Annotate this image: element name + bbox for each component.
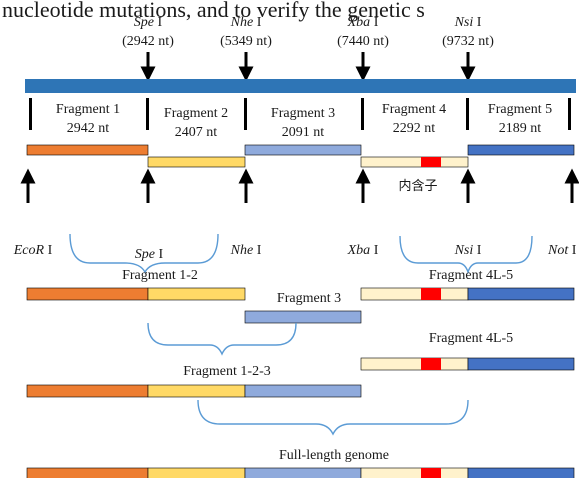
site-suffix: I xyxy=(154,15,163,30)
segment-fragment-4l xyxy=(360,287,469,301)
fragment-3-label: Fragment 3 xyxy=(277,291,341,306)
site-name: Spe xyxy=(134,15,154,30)
fragment-4l-5-bar-b xyxy=(360,357,575,371)
fragment-1-length: 2942 nt xyxy=(67,121,110,136)
site-suffix: I xyxy=(253,15,262,30)
fragment-3-bar xyxy=(244,144,362,156)
top-site-spe: Spe I (2942 nt) xyxy=(122,15,174,82)
fragment-1-bar xyxy=(26,144,149,156)
svg-text:Xba I: Xba I xyxy=(347,15,379,30)
segment-fragment-5 xyxy=(467,357,575,371)
bottom-site-noti: Not I xyxy=(547,243,577,258)
bottom-site-nsii: Nsi I xyxy=(454,243,482,258)
bottom-arrows xyxy=(20,168,579,203)
segment-fragment-2 xyxy=(147,467,246,478)
divider-tick xyxy=(466,98,469,130)
intron-block xyxy=(421,157,441,167)
bottom-site-ecori: EcoR I xyxy=(13,243,53,258)
segment-fragment-2 xyxy=(147,287,246,301)
fragment-4-bar xyxy=(360,156,469,168)
brace-4-5 xyxy=(399,235,533,275)
intron-block xyxy=(421,288,441,300)
top-site-nhe: Nhe I (5349 nt) xyxy=(220,15,272,82)
fragment-3-name: Fragment 3 xyxy=(271,106,335,121)
fragment-3-bar-assembly xyxy=(244,310,362,324)
bottom-site-spei: Spe I xyxy=(135,247,164,262)
site-suffix: I xyxy=(473,15,482,30)
site-name: Nhe xyxy=(230,15,254,30)
fragment-4l-5-label-a: Fragment 4L-5 xyxy=(429,268,513,283)
header-text: nucleotide mutations, and to verify the … xyxy=(2,0,425,22)
intron-block xyxy=(421,358,441,370)
fragment-5-length: 2189 nt xyxy=(499,121,542,136)
segment-fragment-5 xyxy=(467,287,575,301)
site-name: Nsi xyxy=(454,15,474,30)
fragment-1-2-bar xyxy=(26,287,246,301)
fragment-labels: Fragment 1 2942 nt Fragment 2 2407 nt Fr… xyxy=(56,102,552,140)
site-position: (7440 nt) xyxy=(337,34,389,49)
segment-fragment-2 xyxy=(147,384,246,398)
divider-tick xyxy=(361,98,364,130)
site-position: (5349 nt) xyxy=(220,34,272,49)
segment-fragment-1 xyxy=(26,384,149,398)
fragment-2-length: 2407 nt xyxy=(175,125,218,140)
site-name: Xba xyxy=(347,15,371,30)
fragment-1-2-3-label: Fragment 1-2-3 xyxy=(183,364,270,379)
svg-text:Spe I: Spe I xyxy=(134,15,163,30)
fragment-1-name: Fragment 1 xyxy=(56,102,120,117)
brace-1-2 xyxy=(69,233,219,274)
segment-fragment-4 xyxy=(360,467,469,478)
fragment-3-length: 2091 nt xyxy=(282,125,325,140)
divider-tick xyxy=(244,98,247,130)
divider-tick xyxy=(568,98,571,130)
bottom-site-nhei: Nhe I xyxy=(230,243,262,258)
fragment-4-name: Fragment 4 xyxy=(382,102,446,117)
intron-label: 内含子 xyxy=(398,178,437,194)
divider-tick xyxy=(146,98,149,130)
fragment-4-length: 2292 nt xyxy=(393,121,436,136)
site-suffix: I xyxy=(370,15,379,30)
fragment-4l-5-bar-a xyxy=(360,287,575,301)
fragment-dividers xyxy=(29,98,571,130)
brace-full-length xyxy=(197,399,469,436)
svg-text:Nsi I: Nsi I xyxy=(454,15,482,30)
bottom-site-labels: EcoR I Spe I Nhe I Xba I Nsi I Not I xyxy=(13,243,577,262)
fragment-1-2-label: Fragment 1-2 xyxy=(122,268,198,283)
fragment-2-name: Fragment 2 xyxy=(164,106,228,121)
top-site-xba: Xba I (7440 nt) xyxy=(337,15,389,82)
fragment-4l-5-label-b: Fragment 4L-5 xyxy=(429,331,513,346)
svg-text:Nhe I: Nhe I xyxy=(230,15,262,30)
intron-block xyxy=(421,468,441,478)
segment-fragment-4l xyxy=(360,357,469,371)
segment-fragment-5 xyxy=(467,467,575,478)
fragment-1-2-3-bar xyxy=(26,384,362,398)
genome-bar xyxy=(25,79,576,93)
segment-fragment-1 xyxy=(26,467,149,478)
divider-tick xyxy=(29,98,32,130)
brace-1-2-3 xyxy=(147,322,297,356)
site-position: (2942 nt) xyxy=(122,34,174,49)
site-position: (9732 nt) xyxy=(442,34,494,49)
full-length-bar xyxy=(26,467,575,478)
fragment-5-bar xyxy=(467,144,575,156)
segment-fragment-1 xyxy=(26,287,149,301)
bottom-site-xbai: Xba I xyxy=(347,243,379,258)
full-length-label: Full-length genome xyxy=(279,448,389,463)
fragment-5-name: Fragment 5 xyxy=(488,102,552,117)
segment-fragment-3 xyxy=(244,467,362,478)
fragment-bars xyxy=(26,144,575,168)
segment-fragment-3 xyxy=(244,384,362,398)
fragment-2-bar xyxy=(147,156,246,168)
top-site-nsi: Nsi I (9732 nt) xyxy=(442,15,494,82)
